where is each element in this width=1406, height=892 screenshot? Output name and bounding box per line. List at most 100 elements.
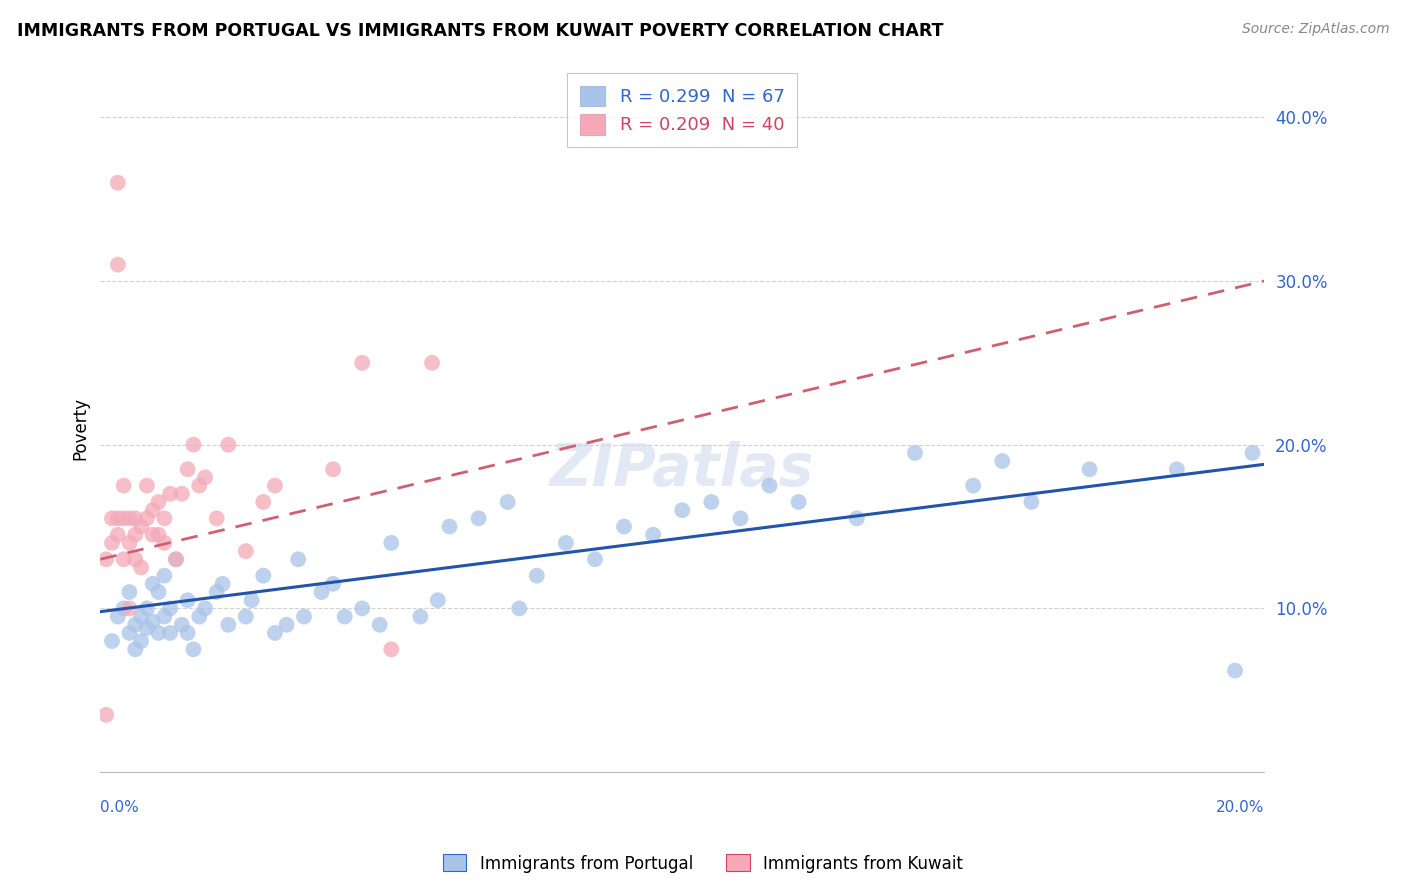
Point xyxy=(252,495,274,509)
Point xyxy=(124,642,146,657)
Point xyxy=(107,176,129,190)
Point xyxy=(352,356,374,370)
Point xyxy=(730,511,752,525)
Point xyxy=(101,536,124,550)
Point xyxy=(176,462,198,476)
Point xyxy=(991,454,1014,468)
Point xyxy=(176,593,198,607)
Point xyxy=(101,634,124,648)
Point xyxy=(118,511,141,525)
Point xyxy=(333,609,356,624)
Point xyxy=(420,356,443,370)
Point xyxy=(159,601,181,615)
Point xyxy=(188,478,211,492)
Point xyxy=(205,585,228,599)
Point xyxy=(118,536,141,550)
Point xyxy=(264,478,287,492)
Point xyxy=(135,478,157,492)
Point xyxy=(118,626,141,640)
Point xyxy=(142,615,165,629)
Point xyxy=(135,601,157,615)
Point xyxy=(148,585,170,599)
Point xyxy=(235,544,257,558)
Text: 20.0%: 20.0% xyxy=(1216,799,1264,814)
Point xyxy=(129,560,152,574)
Point xyxy=(235,609,257,624)
Point xyxy=(758,478,780,492)
Point xyxy=(643,527,665,541)
Point xyxy=(211,577,233,591)
Point xyxy=(170,617,193,632)
Text: ZIPatlas: ZIPatlas xyxy=(550,441,814,498)
Point xyxy=(101,511,124,525)
Point xyxy=(124,617,146,632)
Text: 0.0%: 0.0% xyxy=(100,799,139,814)
Point xyxy=(148,626,170,640)
Text: Source: ZipAtlas.com: Source: ZipAtlas.com xyxy=(1241,22,1389,37)
Point xyxy=(439,519,461,533)
Point xyxy=(129,519,152,533)
Point xyxy=(217,438,239,452)
Point xyxy=(129,634,152,648)
Point xyxy=(554,536,576,550)
Point xyxy=(148,527,170,541)
Point xyxy=(153,536,176,550)
Point xyxy=(183,642,205,657)
Point xyxy=(352,601,374,615)
Point xyxy=(1241,446,1264,460)
Point xyxy=(135,621,157,635)
Point xyxy=(1166,462,1188,476)
Point xyxy=(188,609,211,624)
Point xyxy=(322,462,344,476)
Point xyxy=(526,568,548,582)
Point xyxy=(700,495,723,509)
Point xyxy=(311,585,333,599)
Point xyxy=(129,609,152,624)
Point xyxy=(112,601,135,615)
Point xyxy=(124,527,146,541)
Point xyxy=(107,511,129,525)
Point xyxy=(583,552,606,566)
Point xyxy=(467,511,489,525)
Point xyxy=(124,552,146,566)
Point xyxy=(194,601,217,615)
Point xyxy=(118,585,141,599)
Point xyxy=(1078,462,1101,476)
Point xyxy=(165,552,187,566)
Point xyxy=(153,511,176,525)
Point xyxy=(1021,495,1043,509)
Point xyxy=(142,503,165,517)
Point xyxy=(217,617,239,632)
Point xyxy=(508,601,530,615)
Point xyxy=(426,593,449,607)
Point xyxy=(292,609,315,624)
Point xyxy=(153,609,176,624)
Legend: R = 0.299  N = 67, R = 0.209  N = 40: R = 0.299 N = 67, R = 0.209 N = 40 xyxy=(567,73,797,147)
Point xyxy=(107,258,129,272)
Point xyxy=(165,552,187,566)
Point xyxy=(159,487,181,501)
Point xyxy=(176,626,198,640)
Point xyxy=(1223,664,1246,678)
Point xyxy=(159,626,181,640)
Point xyxy=(240,593,263,607)
Point xyxy=(787,495,810,509)
Point xyxy=(148,495,170,509)
Point xyxy=(153,568,176,582)
Point xyxy=(183,438,205,452)
Point xyxy=(112,478,135,492)
Point xyxy=(112,511,135,525)
Point xyxy=(107,527,129,541)
Point xyxy=(118,601,141,615)
Point xyxy=(613,519,636,533)
Point xyxy=(287,552,309,566)
Point xyxy=(142,577,165,591)
Point xyxy=(845,511,868,525)
Point xyxy=(96,707,118,722)
Point xyxy=(205,511,228,525)
Point xyxy=(142,527,165,541)
Point xyxy=(252,568,274,582)
Text: IMMIGRANTS FROM PORTUGAL VS IMMIGRANTS FROM KUWAIT POVERTY CORRELATION CHART: IMMIGRANTS FROM PORTUGAL VS IMMIGRANTS F… xyxy=(17,22,943,40)
Point xyxy=(124,511,146,525)
Point xyxy=(380,642,402,657)
